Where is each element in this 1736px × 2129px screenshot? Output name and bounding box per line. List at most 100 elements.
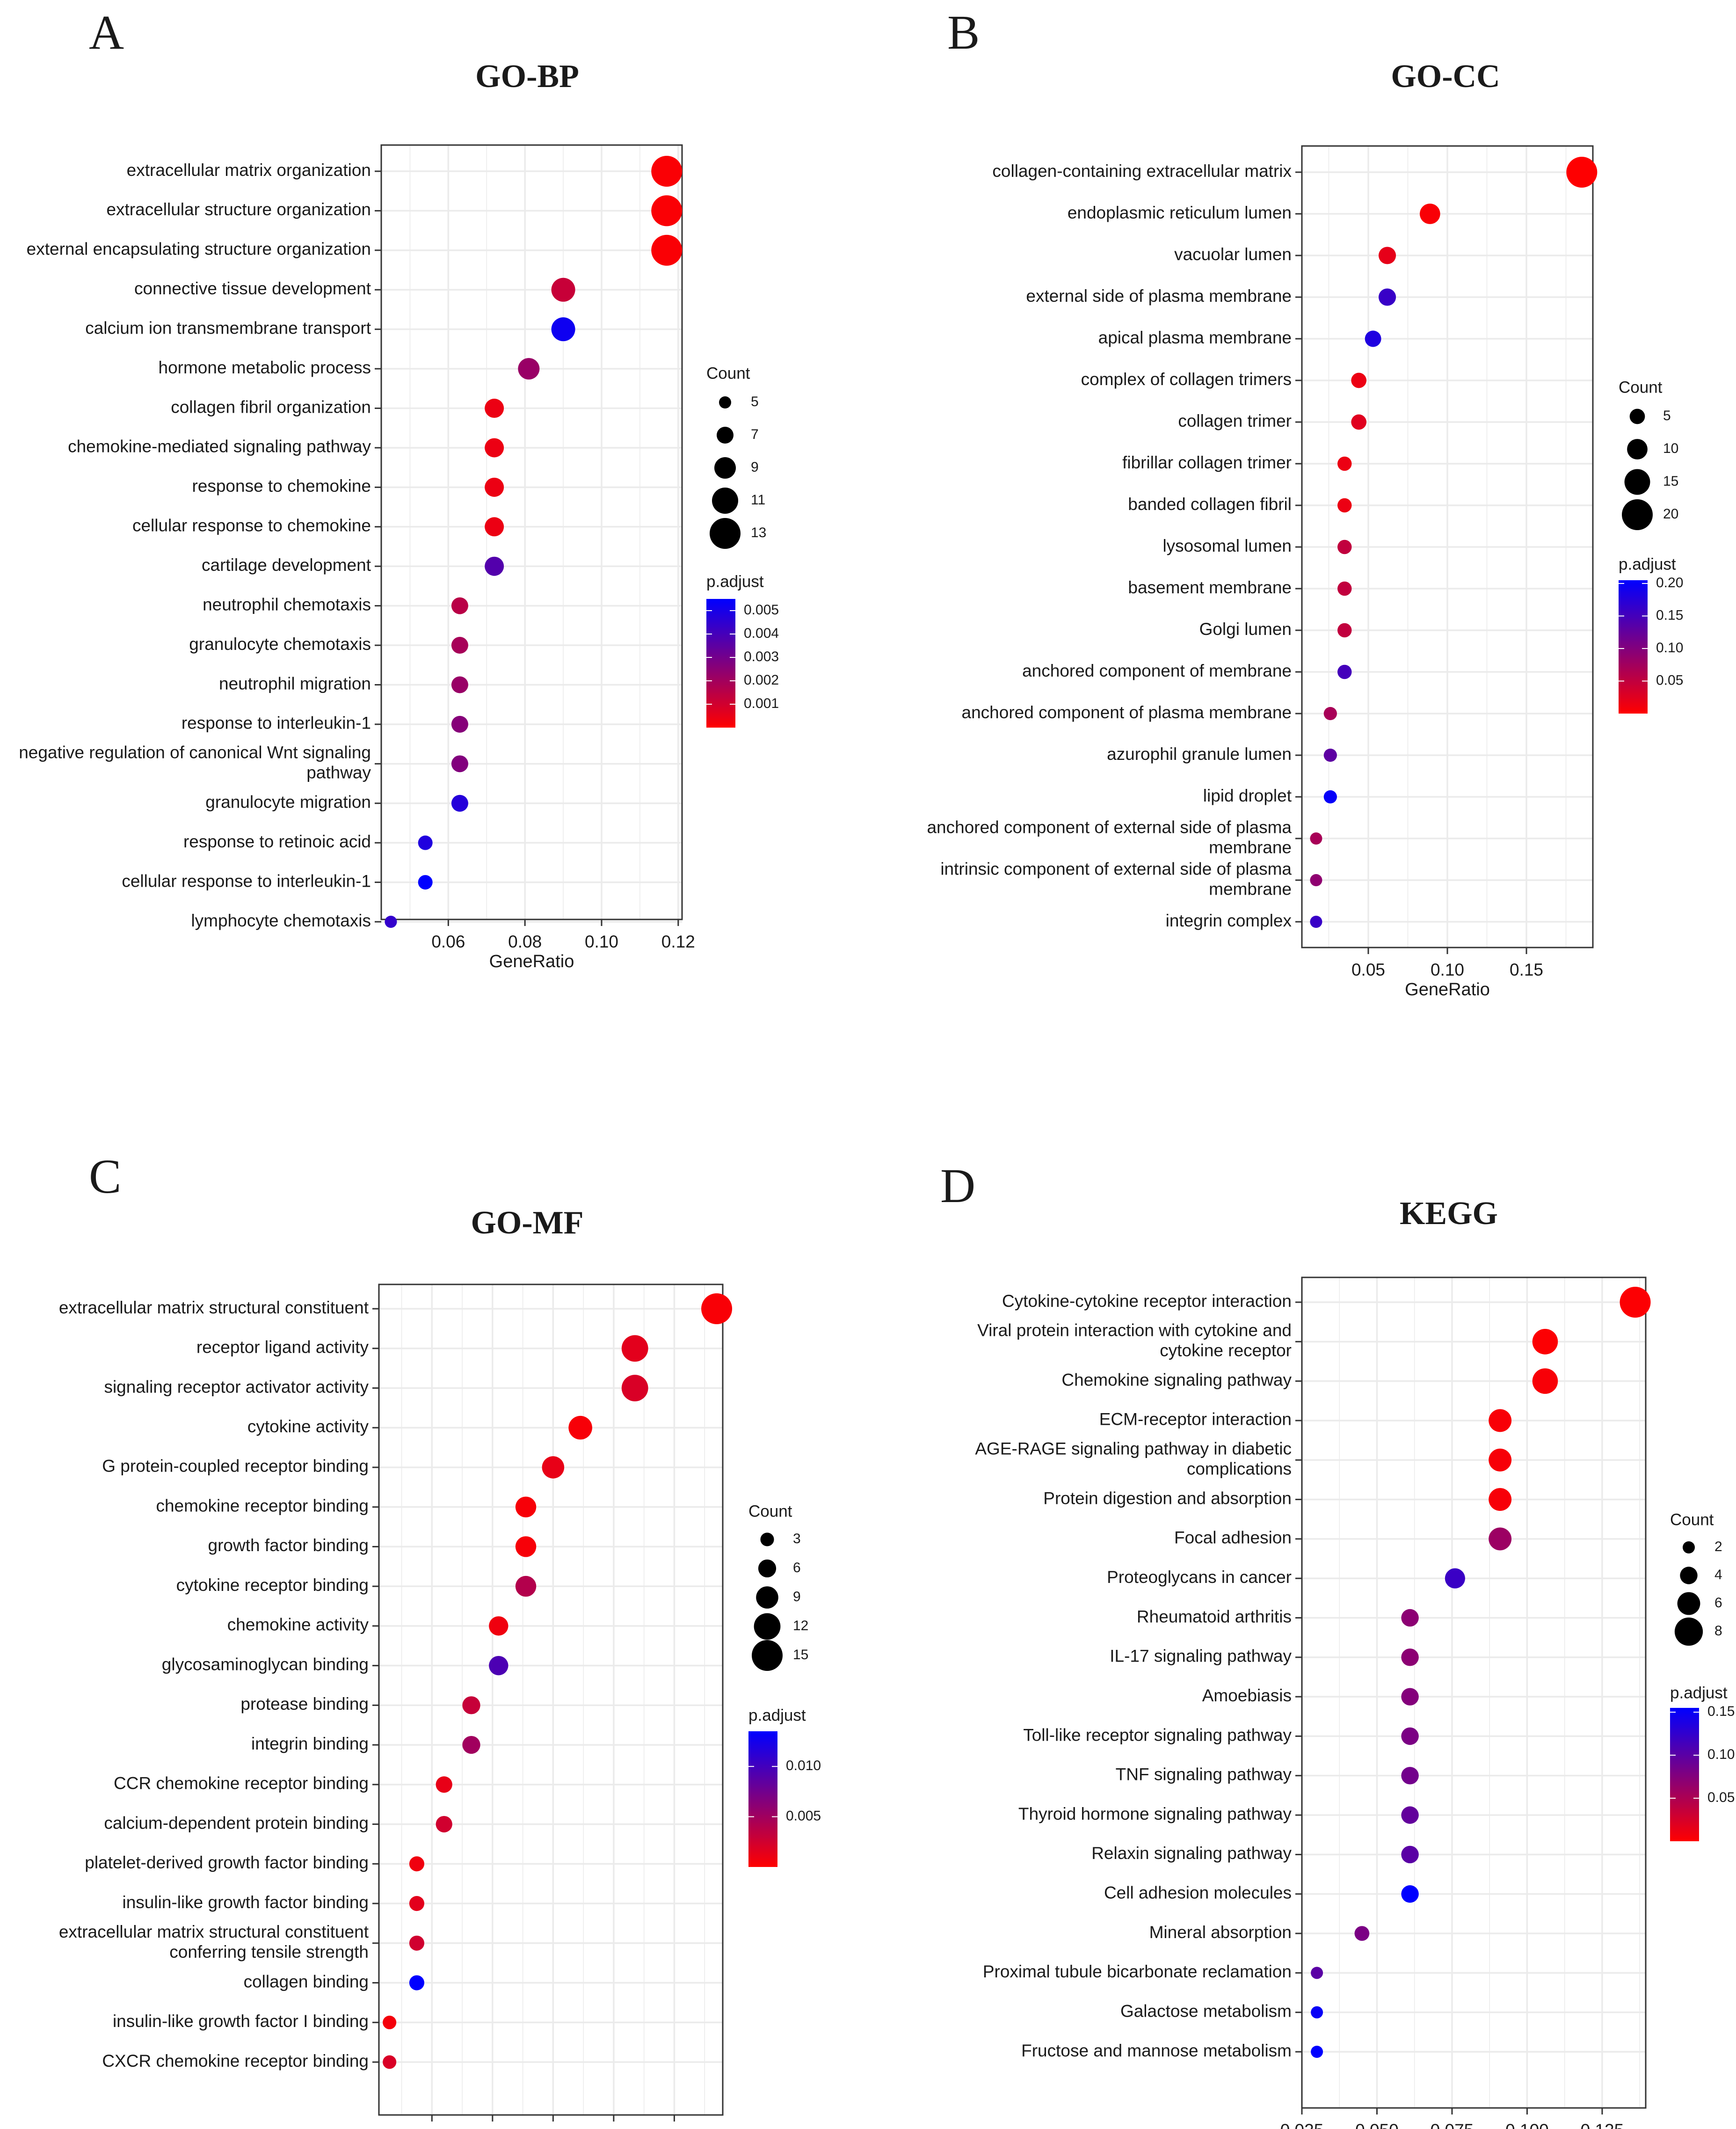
panel-title: GO-BP bbox=[475, 58, 579, 95]
data-point bbox=[385, 916, 397, 928]
y-tick-label: extracellular matrix structural constitu… bbox=[59, 1922, 369, 1941]
color-legend-label: 0.002 bbox=[744, 672, 779, 688]
size-legend-label: 6 bbox=[1714, 1595, 1722, 1611]
data-point bbox=[451, 715, 468, 733]
data-point bbox=[551, 277, 575, 302]
plot-background bbox=[379, 1284, 723, 2115]
data-point bbox=[1311, 2046, 1323, 2058]
size-legend-label: 9 bbox=[751, 459, 759, 475]
y-tick-label: negative regulation of canonical Wnt sig… bbox=[19, 743, 371, 762]
y-tick-label: Toll-like receptor signaling pathway bbox=[1023, 1725, 1292, 1744]
y-tick-label: platelet-derived growth factor binding bbox=[85, 1853, 369, 1872]
size-legend-dot bbox=[1674, 1617, 1703, 1646]
size-legend-label: 3 bbox=[793, 1531, 801, 1546]
size-legend-dot bbox=[712, 488, 738, 514]
y-tick-label: membrane bbox=[1209, 838, 1292, 857]
x-tick-label: 0.025 bbox=[1280, 2121, 1324, 2129]
y-tick-label: lysosomal lumen bbox=[1162, 536, 1292, 555]
data-point bbox=[1401, 1688, 1419, 1706]
y-tick-label: collagen fibril organization bbox=[171, 397, 371, 416]
panel-border bbox=[1301, 1276, 1647, 2109]
size-legend-label: 15 bbox=[1663, 474, 1678, 489]
plot-area bbox=[380, 144, 683, 928]
panel-title: KEGG bbox=[1400, 1196, 1498, 1232]
x-tick-label: 0.10 bbox=[585, 932, 618, 951]
y-tick-label: G protein-coupled receptor binding bbox=[102, 1457, 369, 1476]
size-legend-dot bbox=[752, 1640, 783, 1671]
panel-d: D KEGG Cytokine-cytokine receptor interact… bbox=[940, 1159, 1735, 2129]
y-tick-label: anchored component of membrane bbox=[1022, 661, 1292, 680]
data-point bbox=[1378, 247, 1396, 264]
plot-area bbox=[378, 1283, 733, 2116]
y-tick-label: insulin-like growth factor I binding bbox=[113, 2012, 369, 2031]
x-tick-label: 0.08 bbox=[536, 2128, 570, 2129]
y-tick-label: AGE-RAGE signaling pathway in diabetic bbox=[975, 1439, 1292, 1458]
data-point bbox=[621, 1335, 648, 1362]
data-point bbox=[451, 795, 468, 812]
size-legend-dot bbox=[717, 427, 734, 444]
color-legend-title: p.adjust bbox=[748, 1706, 806, 1724]
y-tick-label: cellular response to interleukin-1 bbox=[122, 871, 371, 890]
panel-title: GO-CC bbox=[1391, 58, 1500, 95]
size-legend-dot bbox=[719, 396, 731, 408]
color-legend-label: 0.15 bbox=[1656, 607, 1683, 623]
color-legend-label: 0.005 bbox=[744, 602, 779, 618]
y-tick-label: response to chemokine bbox=[192, 476, 371, 496]
y-tick-label: cytokine receptor binding bbox=[176, 1575, 369, 1595]
data-point bbox=[1401, 1845, 1419, 1864]
x-tick-label: 0.12 bbox=[657, 2128, 691, 2129]
y-tick-label: Mineral absorption bbox=[1149, 1923, 1292, 1942]
size-legend-dot bbox=[1683, 1541, 1695, 1553]
color-legend-title: p.adjust bbox=[706, 572, 764, 591]
y-tick-label: chemokine receptor binding bbox=[156, 1496, 369, 1515]
x-tick-label: 0.10 bbox=[597, 2128, 631, 2129]
y-tick-label: Relaxin signaling pathway bbox=[1091, 1844, 1292, 1863]
y-tick-label: collagen-containing extracellular matrix bbox=[992, 161, 1292, 181]
y-tick-label: glycosaminoglycan binding bbox=[162, 1655, 369, 1674]
color-legend-label: 0.10 bbox=[1656, 640, 1683, 656]
y-tick-label: extracellular matrix organization bbox=[127, 160, 371, 180]
y-tick-label: calcium ion transmembrane transport bbox=[85, 318, 371, 337]
data-point bbox=[568, 1415, 592, 1440]
size-legend-dot bbox=[756, 1586, 778, 1609]
y-tick-label: integrin binding bbox=[251, 1734, 369, 1753]
y-tick-label: Amoebiasis bbox=[1202, 1686, 1292, 1705]
data-point bbox=[485, 438, 504, 458]
panel-letter: B bbox=[947, 6, 980, 59]
data-point bbox=[651, 234, 683, 266]
y-tick-label: granulocyte chemotaxis bbox=[189, 634, 371, 654]
data-point bbox=[1532, 1368, 1558, 1394]
size-legend-label: 8 bbox=[1714, 1623, 1722, 1639]
size-legend-label: 4 bbox=[1714, 1567, 1722, 1582]
y-tick-label: Cell adhesion molecules bbox=[1104, 1883, 1292, 1903]
data-point bbox=[515, 1536, 537, 1557]
size-legend-label: 5 bbox=[1663, 408, 1671, 423]
panel-letter: C bbox=[89, 1150, 121, 1203]
data-point bbox=[621, 1375, 648, 1401]
y-tick-label: external side of plasma membrane bbox=[1026, 286, 1292, 306]
data-point bbox=[1401, 1767, 1419, 1785]
x-tick-label: 0.12 bbox=[661, 932, 695, 951]
data-point bbox=[1323, 748, 1337, 762]
data-point bbox=[1337, 664, 1352, 679]
y-tick-label: Proteoglycans in cancer bbox=[1107, 1568, 1292, 1587]
data-point bbox=[1489, 1488, 1512, 1511]
y-tick-label: azurophil granule lumen bbox=[1107, 744, 1292, 764]
data-point bbox=[462, 1696, 480, 1714]
x-tick-label: 0.125 bbox=[1581, 2121, 1624, 2129]
color-legend-label: 0.001 bbox=[744, 696, 779, 711]
y-tick-label: integrin complex bbox=[1166, 911, 1292, 930]
y-tick-label: neutrophil chemotaxis bbox=[203, 595, 371, 614]
x-tick-label: 0.06 bbox=[431, 932, 465, 951]
data-point bbox=[1337, 456, 1352, 471]
x-tick-label: 0.075 bbox=[1431, 2121, 1474, 2129]
x-tick-label: 0.100 bbox=[1505, 2121, 1549, 2129]
x-axis-title: GeneRatio bbox=[1405, 980, 1490, 999]
y-tick-label: IL-17 signaling pathway bbox=[1110, 1647, 1292, 1666]
y-tick-label: lymphocyte chemotaxis bbox=[191, 911, 371, 930]
color-legend-label: 0.15 bbox=[1707, 1704, 1735, 1719]
color-legend-label: 0.010 bbox=[786, 1758, 821, 1773]
